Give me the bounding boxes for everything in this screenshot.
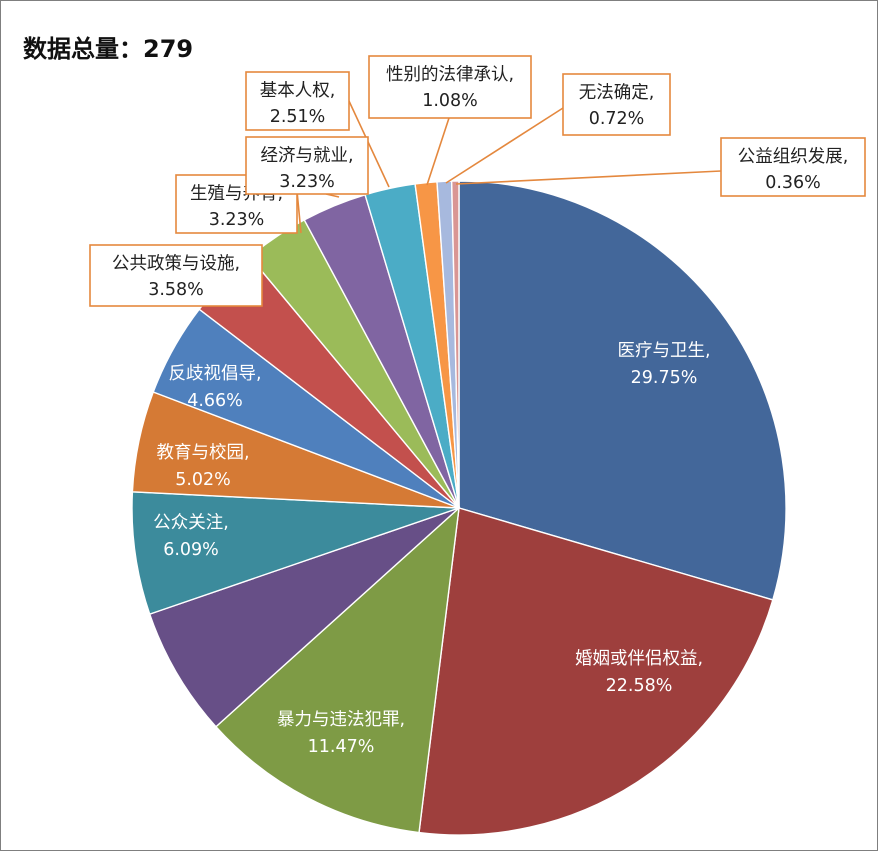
slice-label-0: 医疗与卫生, 29.75% — [617, 341, 710, 388]
callout-box-10 — [245, 71, 350, 131]
pie-slice-3 — [148, 507, 460, 728]
slice-label-4: 公众关注, 6.09% — [153, 513, 229, 560]
leader-line-10 — [348, 100, 390, 188]
callout-9: 经济与就业, 3.23% — [245, 136, 369, 195]
slice-label-9: 经济与就业, 3.23% — [260, 146, 353, 192]
slice-label-5: 教育与校园, 5.02% — [156, 443, 249, 490]
leader-line-11 — [426, 117, 450, 186]
leader-line-12 — [445, 107, 564, 184]
callout-10: 基本人权, 2.51% — [245, 71, 350, 131]
callout-12: 无法确定, 0.72% — [562, 73, 671, 136]
callout-box-13 — [720, 137, 866, 197]
pie-slice-2 — [214, 506, 460, 834]
slice-label-7: 公共政策与设施, 3.58% — [112, 254, 240, 300]
slice-label-13: 公益组织发展, 0.36% — [738, 147, 849, 193]
callout-box-12 — [562, 73, 671, 136]
callout-7: 公共政策与设施, 3.58% — [89, 244, 263, 307]
callout-13: 公益组织发展, 0.36% — [720, 137, 866, 197]
callout-box-7 — [89, 244, 263, 307]
pie-slice-1 — [418, 507, 774, 836]
callout-box-11 — [368, 55, 532, 119]
slice-label-10: 基本人权, 2.51% — [260, 81, 336, 127]
callout-11: 性别的法律承认, 1.08% — [368, 55, 532, 119]
slice-label-6: 反歧视倡导, 4.66% — [168, 364, 261, 411]
slice-label-2: 暴力与违法犯罪, 11.47% — [277, 710, 405, 757]
leader-line-13 — [455, 170, 722, 185]
pie-slice-13 — [450, 180, 460, 509]
slice-label-11: 性别的法律承认, 1.08% — [386, 65, 514, 111]
slice-label-12: 无法确定, 0.72% — [579, 83, 655, 129]
pie-slice-0 — [458, 180, 787, 601]
slice-label-1: 婚姻或伴侣权益, 22.58% — [575, 649, 703, 696]
pie-slice-4 — [131, 491, 460, 615]
chart-title: 数据总量：279 — [23, 35, 194, 63]
callout-box-9 — [245, 136, 369, 195]
